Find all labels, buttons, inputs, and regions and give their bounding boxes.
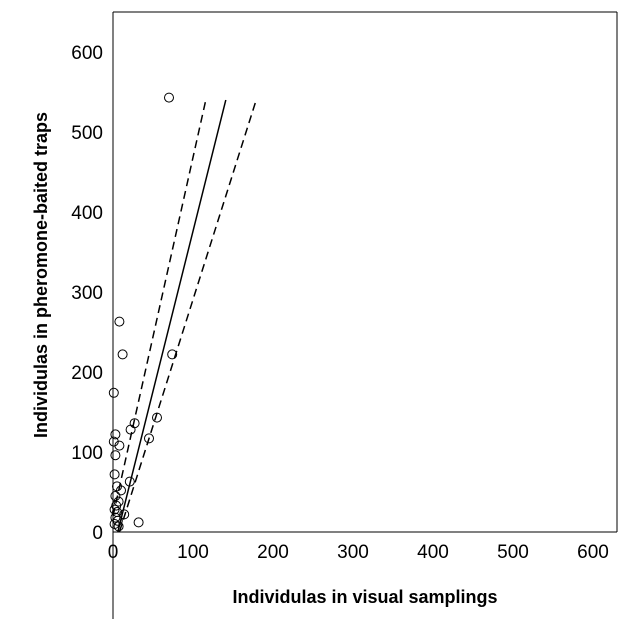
data-point xyxy=(110,491,121,501)
data-point xyxy=(124,476,135,487)
confidence-band-line xyxy=(118,99,257,533)
x-axis-title: Individulas in visual samplings xyxy=(232,587,497,607)
data-point xyxy=(110,512,121,523)
data-point xyxy=(152,412,162,423)
confidence-band-line xyxy=(112,99,207,517)
y-tick-label: 100 xyxy=(71,443,103,464)
y-tick-label: 200 xyxy=(71,363,103,384)
data-point xyxy=(144,433,154,444)
data-point xyxy=(133,517,144,528)
data-point xyxy=(108,387,119,398)
x-tick-label: 500 xyxy=(497,542,529,563)
data-point xyxy=(110,450,121,461)
y-axis-title: Individulas in pheromone-baited traps xyxy=(31,112,51,438)
data-point xyxy=(116,485,126,496)
data-point xyxy=(117,349,128,360)
y-tick-label: 400 xyxy=(71,203,103,224)
data-point xyxy=(167,349,178,360)
data-point xyxy=(119,509,130,520)
y-tick-label: 300 xyxy=(71,283,103,304)
x-tick-label: 100 xyxy=(177,542,209,563)
x-tick-label: 300 xyxy=(337,542,369,563)
data-point xyxy=(114,440,125,451)
x-tick-label: 600 xyxy=(577,542,609,563)
data-point xyxy=(109,469,120,480)
regression-line xyxy=(117,99,227,533)
data-point xyxy=(114,316,125,327)
y-tick-label: 0 xyxy=(92,523,103,544)
data-point xyxy=(112,515,123,526)
data-point xyxy=(109,504,120,515)
x-tick-label: 0 xyxy=(108,542,119,563)
y-tick-label: 600 xyxy=(71,43,103,64)
y-tick-label: 500 xyxy=(71,123,103,144)
data-point xyxy=(125,424,136,435)
data-point xyxy=(113,521,124,532)
data-point xyxy=(110,429,121,440)
data-point xyxy=(164,92,174,103)
x-tick-label: 200 xyxy=(257,542,289,563)
x-tick-label: 400 xyxy=(417,542,449,563)
